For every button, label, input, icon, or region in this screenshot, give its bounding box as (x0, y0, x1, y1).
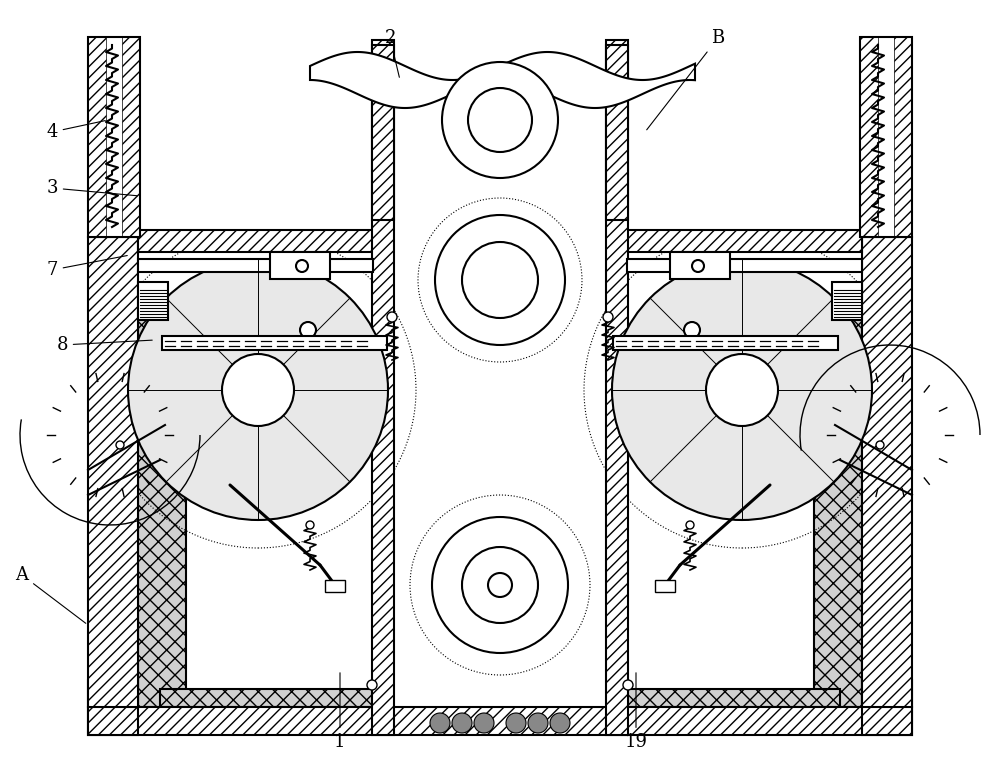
Text: 7: 7 (46, 256, 127, 279)
Text: 1: 1 (334, 673, 346, 751)
Bar (325, 580, 345, 592)
Text: 4: 4 (46, 121, 105, 141)
Bar (832, 282, 862, 320)
Bar (50, 30, 950, 730)
Circle shape (432, 517, 568, 653)
Circle shape (462, 547, 538, 623)
Bar (894, 37, 912, 237)
Bar (88, 237, 138, 707)
Bar (88, 37, 106, 237)
Bar (88, 37, 140, 237)
Circle shape (296, 260, 308, 272)
Bar (88, 707, 912, 735)
Text: 2: 2 (384, 29, 399, 77)
Circle shape (550, 713, 570, 733)
Circle shape (474, 713, 494, 733)
Circle shape (462, 242, 538, 318)
Circle shape (367, 680, 377, 690)
Bar (860, 37, 912, 237)
Circle shape (692, 260, 704, 272)
Bar (162, 336, 387, 350)
Circle shape (603, 312, 613, 322)
Bar (372, 40, 394, 735)
Circle shape (306, 521, 314, 529)
Bar (862, 237, 912, 707)
Circle shape (452, 713, 472, 733)
Text: A: A (16, 566, 86, 623)
Bar (88, 237, 138, 707)
Bar (270, 252, 330, 279)
Circle shape (684, 322, 700, 338)
Bar (160, 689, 375, 707)
Bar (372, 40, 394, 735)
Circle shape (128, 260, 388, 520)
Circle shape (430, 713, 450, 733)
Bar (138, 282, 168, 320)
Bar (627, 259, 862, 272)
Bar (138, 259, 373, 272)
Bar (622, 230, 862, 252)
Bar (862, 680, 912, 735)
Bar (606, 40, 628, 735)
Circle shape (528, 713, 548, 733)
Bar (138, 230, 378, 252)
Bar (138, 307, 186, 707)
Circle shape (488, 573, 512, 597)
Circle shape (300, 322, 316, 338)
Bar (670, 252, 730, 279)
Bar (88, 680, 138, 735)
Bar (606, 45, 628, 220)
Text: B: B (647, 29, 725, 129)
Bar (862, 680, 912, 735)
Bar (372, 45, 394, 220)
Circle shape (468, 88, 532, 152)
Circle shape (442, 62, 558, 178)
Bar (862, 237, 912, 707)
Bar (860, 37, 878, 237)
Bar (622, 230, 862, 252)
Bar (122, 37, 140, 237)
Bar (625, 689, 840, 707)
Bar (655, 580, 675, 592)
Circle shape (876, 441, 884, 449)
Bar (88, 707, 912, 735)
Bar (613, 336, 838, 350)
Circle shape (686, 521, 694, 529)
Circle shape (116, 441, 124, 449)
Bar (814, 307, 862, 707)
Bar (606, 40, 628, 735)
Text: 8: 8 (56, 336, 152, 354)
Circle shape (623, 680, 633, 690)
Bar (138, 230, 378, 252)
Circle shape (222, 354, 294, 426)
Circle shape (387, 312, 397, 322)
Circle shape (706, 354, 778, 426)
Polygon shape (310, 52, 695, 108)
Text: 19: 19 (624, 673, 648, 751)
Circle shape (506, 713, 526, 733)
Bar (372, 45, 394, 220)
Bar (88, 680, 138, 735)
Bar (606, 45, 628, 220)
Text: 3: 3 (46, 179, 137, 197)
Circle shape (612, 260, 872, 520)
Circle shape (435, 215, 565, 345)
